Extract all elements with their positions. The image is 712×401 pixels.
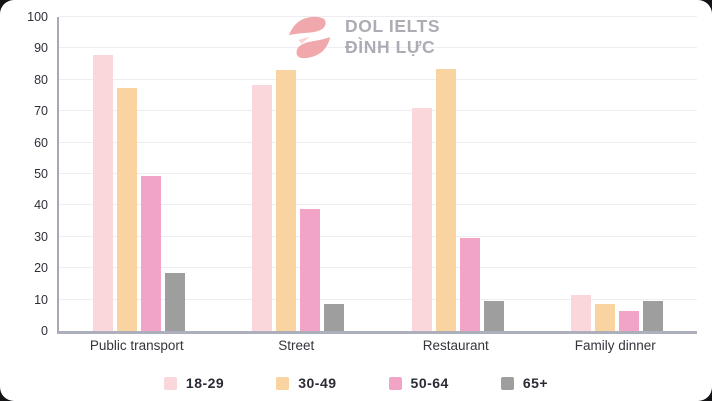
y-tick-label: 90 — [34, 41, 48, 56]
plot-area — [57, 16, 698, 334]
legend-swatch — [388, 376, 402, 390]
bar — [252, 84, 273, 331]
y-tick-label: 100 — [27, 10, 48, 24]
bar-group — [378, 17, 538, 331]
bar — [595, 304, 616, 331]
x-tick-label: Family dinner — [574, 338, 656, 353]
bar — [643, 301, 664, 331]
bar — [411, 108, 432, 331]
bar — [483, 301, 504, 331]
bar — [116, 87, 137, 331]
bar-group — [538, 17, 698, 331]
y-tick-label: 60 — [34, 135, 48, 150]
legend-swatch — [276, 376, 290, 390]
y-tick-label: 0 — [41, 324, 48, 338]
legend-label: 50-64 — [410, 375, 449, 391]
bar — [92, 54, 113, 331]
legend-label: 65+ — [522, 375, 549, 391]
x-tick-label: Street — [278, 338, 315, 353]
y-tick-label: 50 — [34, 167, 48, 181]
legend-item: 65+ — [500, 375, 549, 391]
bar — [140, 175, 161, 331]
gridline — [59, 173, 697, 174]
legend-item: 18-29 — [163, 375, 225, 391]
bar — [571, 294, 592, 331]
y-tick-label: 40 — [34, 198, 48, 213]
legend-item: 50-64 — [388, 375, 449, 391]
gridline — [59, 235, 697, 237]
bar — [324, 304, 345, 331]
x-tick-label: Public transport — [89, 338, 184, 353]
legend: 18-29 30-49 50-64 65+ — [0, 375, 712, 391]
legend-label: 30-49 — [298, 375, 337, 391]
gridline — [59, 47, 697, 49]
gridline — [59, 204, 697, 206]
y-tick-label: 70 — [34, 104, 48, 119]
gridline — [59, 267, 697, 269]
y-axis-labels: 0 10 20 30 40 50 60 70 80 90 100 — [0, 10, 48, 338]
bar-group — [59, 17, 219, 331]
gridline — [59, 141, 697, 143]
bar — [300, 208, 321, 331]
legend-label: 18-29 — [185, 375, 225, 391]
y-tick-label: 20 — [34, 261, 48, 276]
legend-item: 30-49 — [276, 375, 336, 391]
bar — [164, 272, 185, 331]
bar — [276, 70, 297, 331]
legend-swatch — [500, 376, 514, 390]
gridline — [59, 78, 697, 80]
gridline — [59, 110, 697, 112]
y-tick-label: 30 — [34, 229, 48, 244]
bar — [459, 238, 480, 331]
y-tick-label: 80 — [34, 72, 48, 87]
bar — [435, 68, 456, 331]
bar-group — [219, 17, 379, 331]
x-tick-label: Restaurant — [422, 338, 489, 353]
gridline — [59, 16, 697, 17]
y-tick-label: 10 — [34, 292, 48, 307]
gridline — [59, 298, 697, 300]
legend-swatch — [163, 376, 177, 390]
bar — [619, 310, 640, 331]
